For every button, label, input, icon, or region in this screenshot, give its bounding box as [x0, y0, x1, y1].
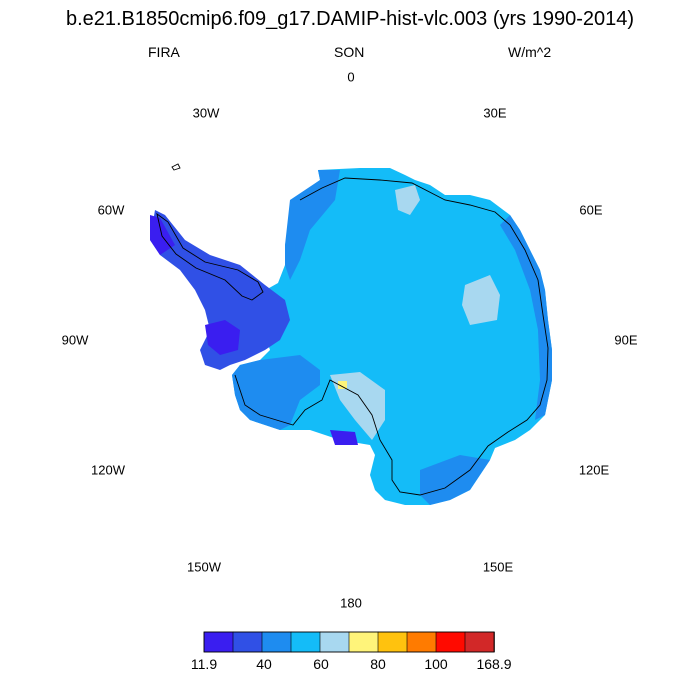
colorbar-swatch [203, 631, 234, 653]
lon-label-60e: 60E [579, 202, 603, 218]
coastlines [156, 163, 549, 496]
colorbar-swatch [406, 631, 437, 653]
extreme-low-ross [330, 430, 358, 445]
colorbar-swatch [290, 631, 321, 653]
colorbar-label-max: 168.9 [476, 656, 512, 672]
lon-label-150w: 150W [187, 559, 221, 575]
lon-label-30e: 30E [483, 105, 507, 121]
lon-label-120e: 120E [578, 462, 610, 478]
colorbar-swatch [435, 631, 466, 653]
interior-region [232, 168, 552, 505]
hotspot-cell [338, 381, 347, 389]
units-label: W/m^2 [508, 44, 552, 60]
map-title: b.e21.B1850cmip6.f09_g17.DAMIP-hist-vlc.… [65, 8, 635, 30]
colorbar-swatch [348, 631, 379, 653]
lon-label-150e: 150E [482, 559, 514, 575]
lon-label-30w: 30W [192, 105, 220, 121]
extreme-low-west [205, 320, 240, 355]
colorbar-swatch [377, 631, 408, 653]
season-label: SON [334, 44, 365, 60]
colorbar-swatches [203, 631, 495, 653]
coastline-peninsula [156, 212, 264, 301]
island-outline [171, 163, 181, 171]
colorbar-frame [203, 631, 495, 653]
light-patch-north [395, 185, 420, 215]
colorbar-label-40: 40 [256, 656, 272, 672]
colorbar-swatch [261, 631, 292, 653]
ross-coast-band [420, 455, 490, 505]
peninsula-region [150, 210, 290, 370]
west-coast-band [285, 170, 340, 280]
ice-sheet-field [150, 168, 552, 505]
colorbar-swatch [464, 631, 495, 653]
colorbar-label-min: 11.9 [190, 656, 218, 672]
lon-label-90e: 90E [614, 332, 638, 348]
variable-label: FIRA [148, 44, 180, 60]
colorbar-label-80: 80 [370, 656, 386, 672]
colorbar-swatch [319, 631, 350, 653]
lon-label-120w: 120W [91, 462, 125, 478]
colorbar-swatch [232, 631, 263, 653]
lon-label-90w: 90W [61, 332, 89, 348]
lon-label-60w: 60W [97, 202, 125, 218]
east-coast-band [500, 215, 552, 420]
lon-label-0: 0 [347, 69, 355, 85]
coastline-main [234, 177, 549, 496]
colorbar-label-60: 60 [313, 656, 329, 672]
lon-label-180: 180 [340, 595, 362, 611]
light-patch-east [462, 275, 500, 325]
colorbar-label-100: 100 [424, 656, 448, 672]
